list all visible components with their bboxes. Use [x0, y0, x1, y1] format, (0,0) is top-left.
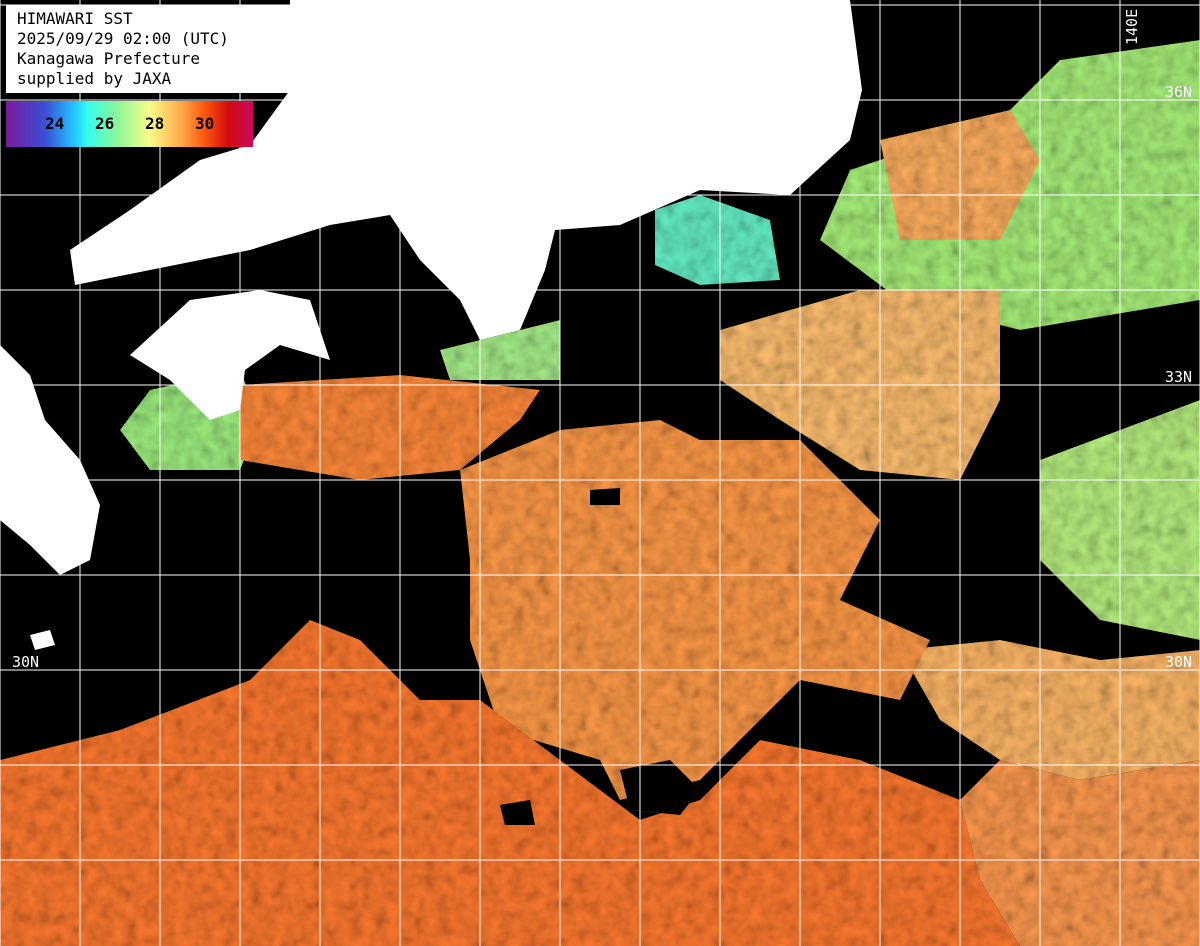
sst-mid-region [900, 640, 1200, 780]
lon-label-140e: 140E [1123, 9, 1141, 45]
colorbar-tick: 30 [195, 114, 215, 133]
lon-label-136e: 136E [483, 9, 501, 45]
sst-cool-region [440, 320, 560, 380]
land-shikoku [130, 290, 330, 420]
sst-warm-region [960, 760, 1200, 946]
cloud-mask [500, 800, 535, 825]
map-title: HIMAWARI SST [17, 9, 133, 28]
cloud-mask [590, 488, 620, 505]
lat-label-30n-left: 30N [12, 653, 39, 671]
lat-label-30n-right: 30N [1165, 653, 1192, 671]
land-island [30, 630, 55, 650]
lat-label-33n: 33N [1165, 368, 1192, 386]
colorbar-tick: 28 [145, 114, 165, 133]
sst-warm-region [460, 420, 930, 800]
colorbar-tick: 26 [95, 114, 115, 133]
sst-warm-region [0, 620, 1020, 946]
land [0, 0, 862, 650]
sst-warm-region [240, 375, 540, 480]
colorbar-legend: 24 26 28 30 [6, 101, 253, 147]
land-honshu [70, 0, 862, 340]
map-credit: supplied by JAXA [17, 69, 172, 88]
colorbar-tick: 24 [45, 114, 65, 133]
land-kyushu [0, 345, 100, 575]
sst-cool-region [655, 195, 780, 285]
map-datetime: 2025/09/29 02:00 (UTC) [17, 29, 229, 48]
lat-label-36n: 36N [1165, 83, 1192, 101]
sst-field [0, 40, 1200, 946]
map-region: Kanagawa Prefecture [17, 49, 201, 68]
title-box: HIMAWARI SST 2025/09/29 02:00 (UTC) Kana… [6, 5, 291, 93]
